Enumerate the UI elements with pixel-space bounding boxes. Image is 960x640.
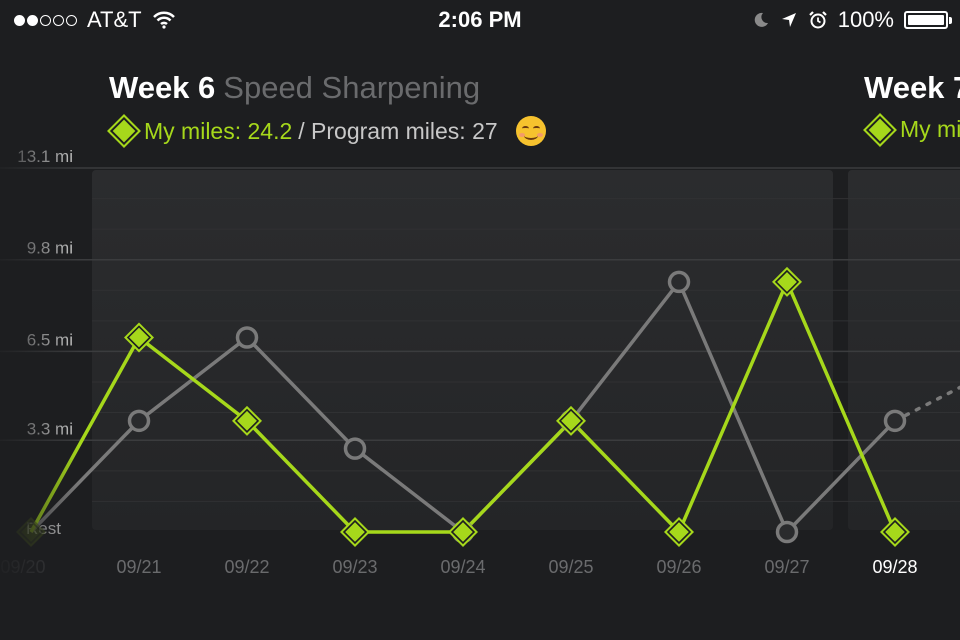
- next-my-miles-diamond-icon: [863, 112, 897, 147]
- y-tick-label: 6.5 mi: [27, 330, 73, 349]
- x-tick-label: 09/21: [116, 557, 161, 577]
- week-subtitle: Speed Sharpening: [223, 70, 481, 105]
- my-miles-point[interactable]: [880, 517, 910, 547]
- next-week-title[interactable]: Week 7: [864, 70, 960, 105]
- x-tick-label: 09/28: [872, 557, 917, 577]
- status-right: 100%: [752, 7, 952, 33]
- next-week-panel: [848, 170, 960, 530]
- my-miles-point-inner: [666, 519, 692, 545]
- program-miles-point[interactable]: [775, 520, 799, 544]
- x-tick-label: 09/26: [656, 557, 701, 577]
- my-miles-label: My miles: 24.2: [144, 117, 293, 144]
- program-miles-point[interactable]: [235, 326, 259, 349]
- week-number: Week 6: [109, 70, 216, 105]
- program-miles-label: / Program miles: 27: [298, 117, 498, 144]
- battery-icon: [904, 11, 952, 29]
- my-miles-point[interactable]: [340, 517, 370, 547]
- y-tick-label: 9.8 mi: [27, 239, 73, 258]
- week-panel: [92, 170, 833, 530]
- x-tick-label: 09/23: [332, 557, 377, 577]
- x-tick-label: 09/24: [440, 557, 485, 577]
- my-miles-point-inner: [126, 325, 152, 350]
- wifi-icon: [152, 11, 175, 29]
- my-miles-point-inner: [234, 408, 260, 433]
- signal-strength-icon: [14, 14, 77, 26]
- status-left: AT&T: [14, 7, 176, 33]
- week-title: Week 6 Speed Sharpening: [109, 70, 480, 106]
- x-tick-label: 09/25: [548, 557, 593, 577]
- my-miles-point-inner: [558, 408, 584, 433]
- my-miles-point[interactable]: [556, 405, 586, 436]
- smiling-face-icon: [515, 116, 546, 146]
- next-week-miles-summary: My miles: [863, 112, 960, 147]
- x-tick-label: 09/27: [764, 557, 809, 577]
- battery-percent: 100%: [837, 7, 894, 32]
- moon-icon: [754, 12, 768, 27]
- program-miles-point[interactable]: [667, 270, 691, 294]
- x-tick-label: 09/20: [0, 557, 45, 577]
- week-miles-summary: My miles: 24.2 / Program miles: 27: [107, 114, 546, 148]
- my-miles-point-inner: [882, 519, 908, 545]
- carrier-label: AT&T: [87, 7, 142, 32]
- status-bar: AT&T 2:06 PM 100%: [0, 0, 960, 40]
- alarm-icon: [808, 11, 827, 29]
- program-miles-next-segment: [893, 385, 960, 423]
- my-miles-point-inner: [774, 269, 800, 295]
- next-my-miles-label: My miles: [900, 116, 960, 142]
- x-tick-label: 09/22: [224, 557, 269, 577]
- program-miles-point[interactable]: [883, 409, 907, 433]
- my-miles-point[interactable]: [664, 517, 694, 547]
- program-miles-point[interactable]: [343, 437, 367, 460]
- my-miles-point[interactable]: [448, 517, 478, 547]
- my-miles-diamond-icon: [107, 114, 141, 148]
- location-arrow-icon: [781, 13, 796, 27]
- y-tick-label: 13.1 mi: [17, 147, 73, 166]
- status-time: 2:06 PM: [438, 7, 522, 32]
- my-miles-point-inner: [342, 519, 368, 545]
- my-miles-point[interactable]: [772, 266, 802, 297]
- my-miles-point-inner: [450, 519, 476, 545]
- my-miles-point[interactable]: [232, 405, 262, 436]
- y-tick-label: 3.3 mi: [27, 419, 73, 438]
- my-miles-point[interactable]: [124, 322, 154, 353]
- program-miles-point[interactable]: [127, 409, 151, 433]
